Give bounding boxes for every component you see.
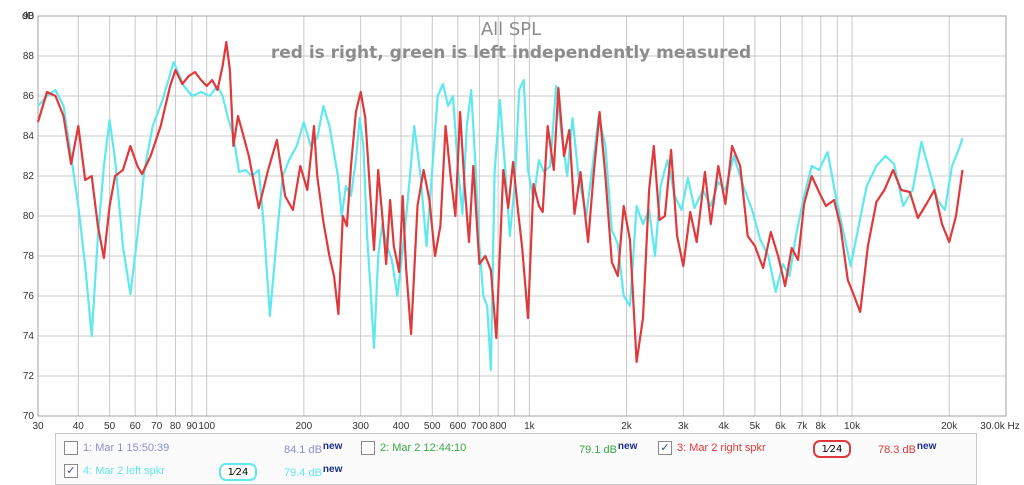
x-tick-label: 5k: [750, 421, 762, 432]
chart-subtitle: red is right, green is left independentl…: [271, 43, 751, 63]
x-tick-label: 100: [198, 421, 215, 432]
plot-area-border: [37, 15, 1007, 417]
checkbox-3[interactable]: ✓: [658, 441, 672, 455]
series-line-left-spkr: [37, 60, 964, 372]
x-tick-label: 800: [490, 421, 507, 432]
y-tick-label: 70: [23, 411, 35, 422]
x-tick-label: 1k: [524, 421, 536, 432]
x-tick-label: 400: [393, 421, 410, 432]
x-tick-label: 200: [296, 421, 313, 432]
y-tick-label: 72: [23, 371, 35, 382]
series-line-right-spkr: [36, 40, 964, 364]
y-tick-label: 84: [23, 131, 35, 142]
y-tick-label: 82: [23, 171, 35, 182]
x-tick-label: 20k: [941, 421, 958, 432]
series-group: [36, 40, 964, 372]
chart-title: All SPL: [481, 19, 541, 40]
checkbox-4[interactable]: ✓: [64, 464, 78, 478]
checkbox-2[interactable]: [361, 441, 375, 455]
x-tick-label: 2k: [621, 421, 633, 432]
y-axis-label: dB: [22, 11, 35, 22]
legend-entry-3[interactable]: ✓ 3: Mar 2 right spkr: [658, 438, 766, 458]
x-tick-label: 40: [73, 421, 85, 432]
legend-value-4: 79.4 dBnew: [284, 464, 343, 479]
y-tick-label: 76: [23, 291, 35, 302]
legend-label-2: 2: Mar 2 12:44:10: [380, 442, 467, 454]
y-tick-label: 86: [23, 91, 35, 102]
legend-value-2: 79.1 dBnew: [579, 441, 638, 456]
y-axis: 70 72 74 76 78 80 82 84 86 88 90: [23, 11, 35, 422]
x-tick-label: 4k: [718, 421, 730, 432]
x-tick-label: 8k: [815, 421, 827, 432]
legend-label-4: 4: Mar 2 left spkr: [83, 465, 165, 477]
x-tick-label: 6k: [775, 421, 787, 432]
x-axis: 30 40 50 60 70 80 90 100 200 300 400 500 600 700 800 1k…: [32, 421, 1019, 432]
legend-value-1: 84.1 dBnew: [284, 441, 343, 456]
smoothing-badge-3[interactable]: 1⁄24: [813, 440, 851, 458]
y-tick-label: 88: [23, 51, 35, 62]
legend-label-3: 3: Mar 2 right spkr: [677, 442, 766, 454]
x-tick-label: 90: [186, 421, 198, 432]
x-tick-label: 80: [170, 421, 182, 432]
x-tick-label: 700: [471, 421, 488, 432]
x-tick-label: 60: [130, 421, 142, 432]
legend-label-1: 1: Mar 1 15:50:39: [83, 442, 170, 454]
legend-entry-1[interactable]: 1: Mar 1 15:50:39: [64, 438, 169, 458]
smoothing-badge-4[interactable]: 1⁄24: [219, 463, 257, 481]
x-tick-label: 70: [151, 421, 163, 432]
x-tick-label: 600: [449, 421, 466, 432]
legend-entry-4[interactable]: ✓ 4: Mar 2 left spkr: [64, 461, 165, 481]
x-tick-label: 30: [32, 421, 44, 432]
y-tick-label: 74: [23, 331, 35, 342]
y-tick-label: 90: [23, 11, 35, 22]
y-tick-label: 80: [23, 211, 35, 222]
x-tick-label: 30.0k Hz: [980, 421, 1019, 432]
legend-value-3: 78.3 dBnew: [878, 441, 937, 456]
x-tick-label: 300: [352, 421, 369, 432]
checkbox-1[interactable]: [64, 441, 78, 455]
x-tick-label: 10k: [844, 421, 861, 432]
legend-entry-2[interactable]: 2: Mar 2 12:44:10: [361, 438, 466, 458]
y-tick-label: 78: [23, 251, 35, 262]
x-tick-label: 50: [104, 421, 116, 432]
x-tick-label: 7k: [797, 421, 809, 432]
x-tick-label: 3k: [678, 421, 690, 432]
x-tick-label: 500: [424, 421, 441, 432]
legend-panel: 1: Mar 1 15:50:39 84.1 dBnew 2: Mar 2 12…: [55, 433, 977, 485]
